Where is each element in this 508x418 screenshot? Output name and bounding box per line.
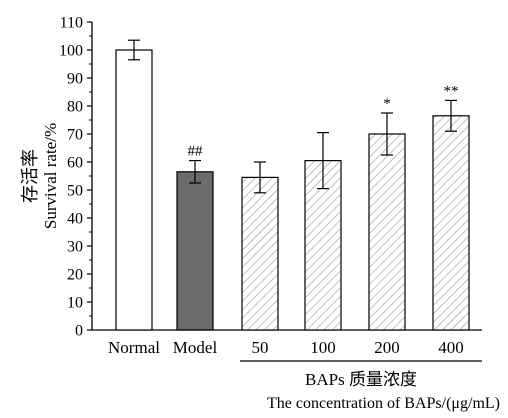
- group-label: BAPs 质量浓度: [305, 370, 417, 389]
- y-tick-label: 20: [67, 267, 83, 284]
- bars: [115, 39, 470, 331]
- y-tick-label: 110: [60, 15, 83, 32]
- y-tick-label: 0: [75, 323, 83, 340]
- x-tick-label: Model: [173, 338, 218, 357]
- y-tick-label: 40: [67, 211, 83, 228]
- x-axis-label: The concentration of BAPs/(μg/mL): [267, 395, 500, 412]
- y-tick-label: 50: [67, 183, 83, 200]
- bar-200: [368, 133, 406, 331]
- y-axis-label-en: Survival rate/%: [41, 123, 60, 229]
- y-tick-label: 90: [67, 71, 83, 88]
- significance-label: *: [383, 96, 391, 112]
- x-tick-label: Normal: [108, 338, 160, 357]
- labels: 0 10 20 30 40 50 60 70 80 90 100 110 Normal ## Model 50…: [20, 15, 500, 413]
- significance-label: ##: [188, 144, 204, 160]
- y-tick-label: 60: [67, 155, 83, 172]
- y-tick-label: 100: [59, 43, 83, 60]
- x-tick-label: 200: [374, 338, 400, 357]
- bar-Normal: [115, 49, 153, 331]
- bar-Model: [176, 171, 214, 331]
- significance-label: **: [444, 83, 459, 99]
- y-tick-label: 70: [67, 127, 83, 144]
- bar-400: [432, 115, 470, 331]
- axes: [87, 21, 482, 362]
- y-axis-label-cn: 存活率: [20, 149, 40, 203]
- y-tick-label: 80: [67, 99, 83, 116]
- y-tick-label: 30: [67, 239, 83, 256]
- x-tick-label: 50: [252, 338, 269, 357]
- bar-50: [241, 176, 279, 331]
- x-tick-label: 100: [310, 338, 336, 357]
- x-tick-label: 400: [438, 338, 464, 357]
- y-tick-label: 10: [67, 295, 83, 312]
